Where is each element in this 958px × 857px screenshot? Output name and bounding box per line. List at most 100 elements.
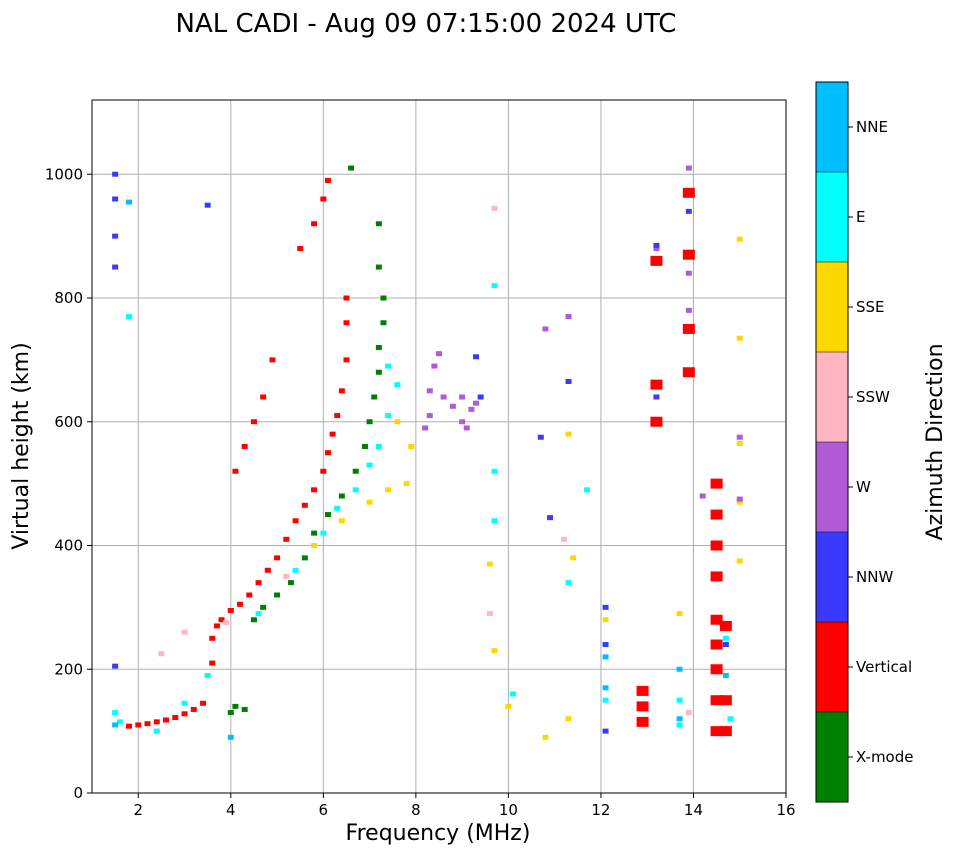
echo-point [636,716,649,727]
echo-point [491,648,498,654]
echo-point [324,512,331,518]
echo-point [343,357,350,363]
echo-point [172,715,179,721]
echo-point [602,685,609,691]
echo-point [676,716,683,722]
echo-point [227,607,234,613]
echo-point [375,369,382,375]
x-tick-label: 8 [411,801,421,819]
echo-point [375,444,382,449]
echo-point [343,320,350,326]
colorbar-frame [815,81,849,803]
echo-point [209,660,216,666]
echo-point [320,530,327,536]
colorbar-segment [816,712,848,802]
echo-point [565,314,572,320]
colorbar-label: W [856,478,871,496]
y-tick-label: 400 [54,537,83,555]
chart-title: NAL CADI - Aug 09 07:15:00 2024 UTC [176,9,677,39]
echo-point [329,431,336,437]
echo-point [241,444,248,449]
echo-point [135,722,142,728]
echo-point [422,425,429,431]
echo-point [348,165,355,171]
echo-point [366,462,373,468]
colorbar-segment [816,262,848,352]
echo-point [126,199,133,205]
echo-point [676,697,683,703]
echo-point [144,721,151,727]
echo-point [158,651,165,657]
y-tick-label: 200 [54,660,83,678]
echo-point [112,663,119,669]
echo-point [722,642,729,647]
echo-point [274,592,281,598]
echo-point [459,394,466,400]
echo-point [260,604,267,610]
colorbar-label: SSW [856,388,890,406]
grid-lines [92,100,787,794]
y-tick-label: 600 [54,413,83,431]
y-tick-label: 0 [73,784,83,802]
y-tick-label: 1000 [45,165,83,183]
colorbar: X-mode Vertical NNW W SSW SSE E NNE [815,81,913,803]
echo-point [324,177,331,183]
echo-point [112,710,119,716]
echo-point [699,493,706,499]
echo-point [380,295,387,301]
echo-point [602,617,609,623]
echo-point [459,419,466,425]
echo-point [260,394,267,400]
echo-point [334,413,341,419]
colorbar-segment [816,442,848,532]
echo-point [338,493,345,499]
echo-point [491,518,498,524]
trace-vertical-upper [636,187,732,737]
echo-point [602,604,609,610]
echo-point [537,434,544,440]
echo-point [653,246,660,251]
echo-point [250,419,257,425]
echo-point [736,335,743,341]
echo-point [287,580,294,586]
echo-point [200,700,207,706]
echo-point [241,706,248,712]
echo-point [181,629,188,635]
x-tick-label: 6 [319,801,329,819]
echo-point [547,515,554,521]
echo-point [246,592,253,598]
echo-point [719,695,732,706]
echo-point [366,419,373,425]
echo-point [584,487,591,493]
echo-point [371,394,378,400]
echo-point [676,666,683,672]
echo-point [736,558,743,564]
echo-point [636,685,649,696]
echo-point [565,580,572,586]
echo-point [426,388,433,394]
plot-area: 2 4 6 8 10 12 14 16 0 200 400 600 800 1000 [45,99,796,819]
echo-point [565,379,572,385]
colorbar-label: SSE [856,298,885,316]
echo-point [375,345,382,350]
x-tick-label: 14 [684,801,703,819]
colorbar-label: E [856,208,865,226]
echo-point [650,379,663,390]
echo-point [486,611,493,617]
echo-point [375,221,382,227]
echo-point [232,703,239,709]
trace-sse [311,236,743,740]
echo-point [375,264,382,270]
echo-point [685,710,692,716]
echo-point [565,431,572,437]
y-axis-label: Virtual height (km) [9,342,34,549]
echo-point [491,468,498,474]
echo-point [486,561,493,567]
echo-point [560,536,567,542]
echo-point [218,617,225,623]
echo-point [204,202,211,208]
echo-point [366,499,373,505]
echo-point [269,357,276,363]
colorbar-segment [816,352,848,442]
echo-point [227,734,234,740]
